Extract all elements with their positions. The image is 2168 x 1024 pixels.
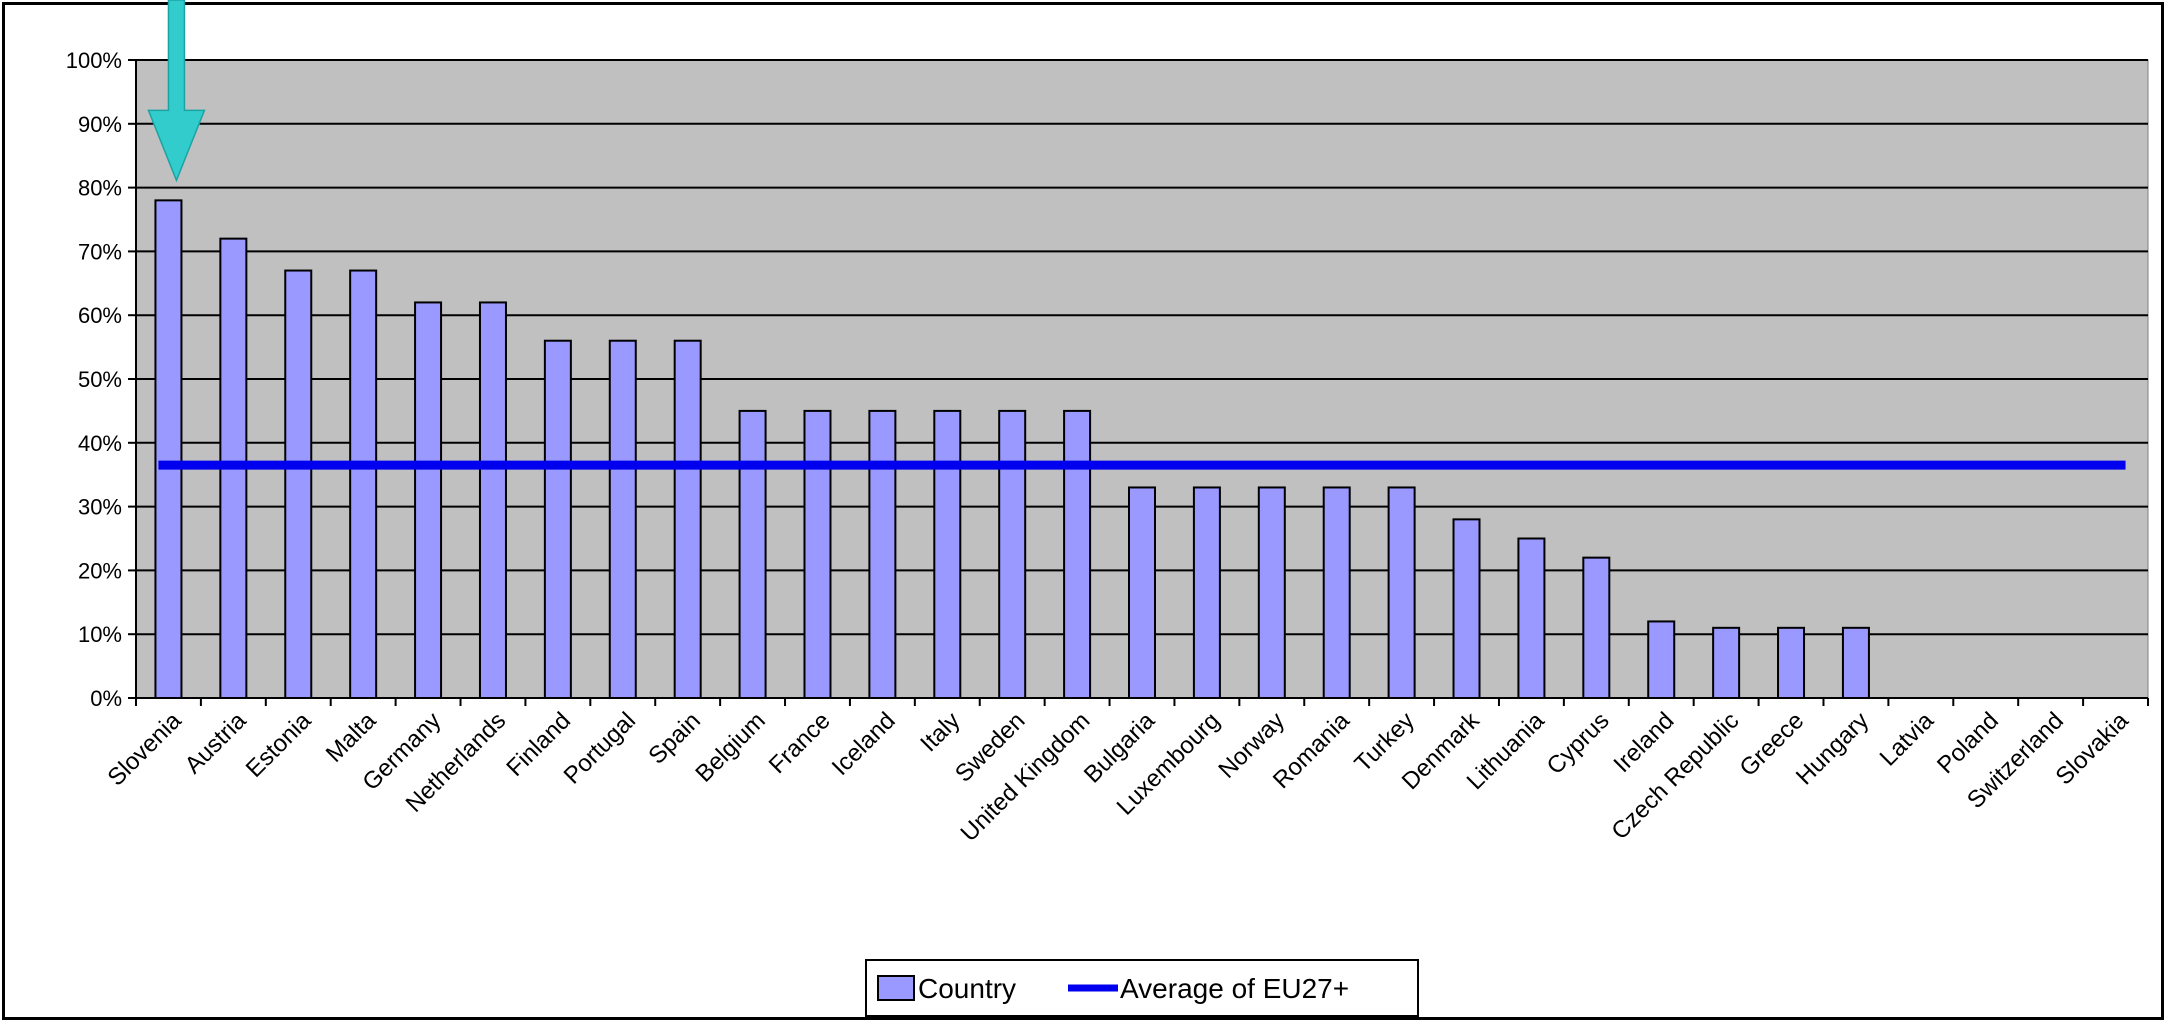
bar	[998, 409, 1027, 699]
bars	[154, 199, 1870, 700]
bar	[1128, 486, 1156, 699]
bar	[478, 301, 507, 699]
annotation-arrow	[147, 0, 206, 183]
y-tick-label: 70%	[78, 239, 122, 264]
bar	[933, 409, 962, 699]
x-category-label: Cyprus	[1542, 707, 1615, 780]
x-category-label: Austria	[180, 707, 252, 779]
bar	[1063, 409, 1092, 699]
bar	[284, 269, 313, 699]
y-tick-label: 50%	[78, 367, 122, 392]
arrow-icon	[147, 0, 206, 183]
bar	[673, 339, 702, 699]
bar	[1322, 486, 1351, 699]
x-category-label: Hungary	[1791, 707, 1874, 790]
bar	[1387, 486, 1416, 699]
y-tick-label: 40%	[78, 431, 122, 456]
bar	[1452, 518, 1481, 699]
y-tick-label: 100%	[66, 48, 122, 73]
x-category-label: Italy	[915, 707, 965, 757]
bar	[1647, 620, 1676, 699]
bar	[803, 409, 832, 699]
bar	[1192, 486, 1221, 699]
bar	[1712, 626, 1741, 700]
bar	[543, 339, 572, 699]
legend-swatch-bar	[877, 975, 915, 1001]
y-tick-label: 90%	[78, 112, 122, 137]
x-category-label: Malta	[321, 707, 382, 768]
x-category-label: Slovakia	[2051, 707, 2135, 791]
bar	[608, 339, 637, 699]
legend-box	[865, 959, 1419, 1017]
bar	[738, 409, 767, 699]
y-tick-label: 20%	[78, 558, 122, 583]
bar	[1257, 486, 1286, 699]
bar	[414, 301, 443, 699]
y-tick-label: 80%	[78, 176, 122, 201]
bar	[1582, 556, 1611, 700]
x-category-label: Latvia	[1875, 707, 1940, 772]
x-category-label: Estonia	[241, 707, 317, 783]
x-category-label: Portugal	[559, 707, 641, 789]
x-category-label: Iceland	[827, 707, 901, 781]
y-tick-label: 10%	[78, 622, 122, 647]
bar	[1517, 537, 1546, 699]
y-tick-label: 30%	[78, 495, 122, 520]
bar	[154, 199, 183, 700]
gridlines	[136, 59, 2148, 636]
y-axis-ticks: 0% 10% 20% 30% 40% 50% 60% 70% 80% 90% 100%	[66, 48, 136, 711]
bar	[868, 409, 897, 699]
legend-label-average: Average of EU27+	[1120, 973, 1349, 1004]
x-category-label: France	[764, 707, 836, 779]
axes	[135, 60, 2149, 706]
legend: Country Average of EU27+	[865, 959, 1419, 1017]
y-tick-label: 0%	[90, 686, 122, 711]
y-tick-label: 60%	[78, 303, 122, 328]
x-category-label: Spain	[643, 707, 706, 770]
x-category-label: Belgium	[690, 707, 770, 787]
bar	[1841, 626, 1870, 700]
legend-label-country: Country	[918, 973, 1016, 1004]
bar	[1777, 626, 1806, 700]
bar	[349, 269, 378, 699]
x-category-label: Slovenia	[103, 707, 188, 792]
